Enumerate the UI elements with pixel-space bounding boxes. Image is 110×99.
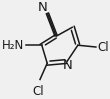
Text: H₂N: H₂N [2,39,24,52]
Text: Cl: Cl [98,40,109,54]
Text: N: N [38,1,48,14]
Text: N: N [63,59,73,72]
Text: Cl: Cl [32,85,44,98]
